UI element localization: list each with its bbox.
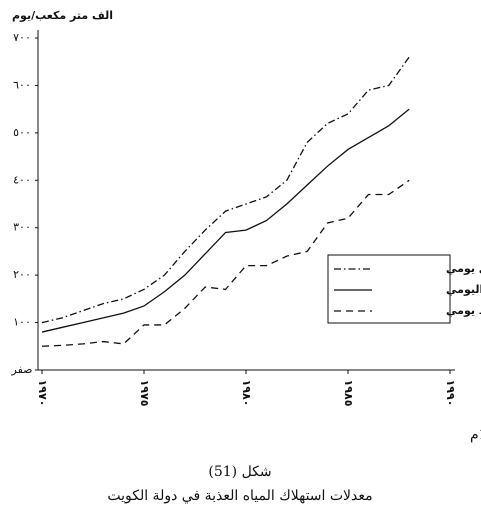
y-axis-label: الف متر مكعب/يوم xyxy=(12,9,113,22)
legend-label: المتوسط اليومي xyxy=(446,283,481,296)
y-tick-label: صفر xyxy=(11,363,33,376)
y-tick-label: ٧٠٠ xyxy=(13,31,31,44)
y-tick-label: ٤٠٠ xyxy=(13,173,31,186)
y-tick-label: ٦٠٠ xyxy=(13,78,31,91)
chart-title: معدلات استهلاك المياه العذبة في دولة الك… xyxy=(107,488,372,504)
x-tick-label: ١٩٧٠ xyxy=(36,380,49,407)
y-tick-label: ١٠٠ xyxy=(13,316,31,329)
series-line xyxy=(41,179,410,347)
x-tick-label: ١٩٨٠ xyxy=(240,380,253,407)
y-tick-label: ٥٠٠ xyxy=(13,126,31,139)
series-line xyxy=(41,56,410,324)
source: المصدر:مجلس حماية البيئة1992م xyxy=(470,427,481,443)
series-line xyxy=(41,108,410,333)
y-tick-label: ٣٠٠ xyxy=(13,221,31,234)
legend-box xyxy=(327,254,451,324)
x-tick-label: ١٩٩٠ xyxy=(444,380,457,407)
y-tick-label: ٢٠٠ xyxy=(13,268,31,281)
x-tick-label: ١٩٨٥ xyxy=(342,380,355,407)
caption: شكل (51) xyxy=(208,464,271,480)
x-tick-label: ١٩٧٥ xyxy=(138,380,151,407)
legend-label: اقصى معدل يومي xyxy=(446,262,481,275)
legend-label: ادنى متوسط يومي xyxy=(446,304,481,317)
